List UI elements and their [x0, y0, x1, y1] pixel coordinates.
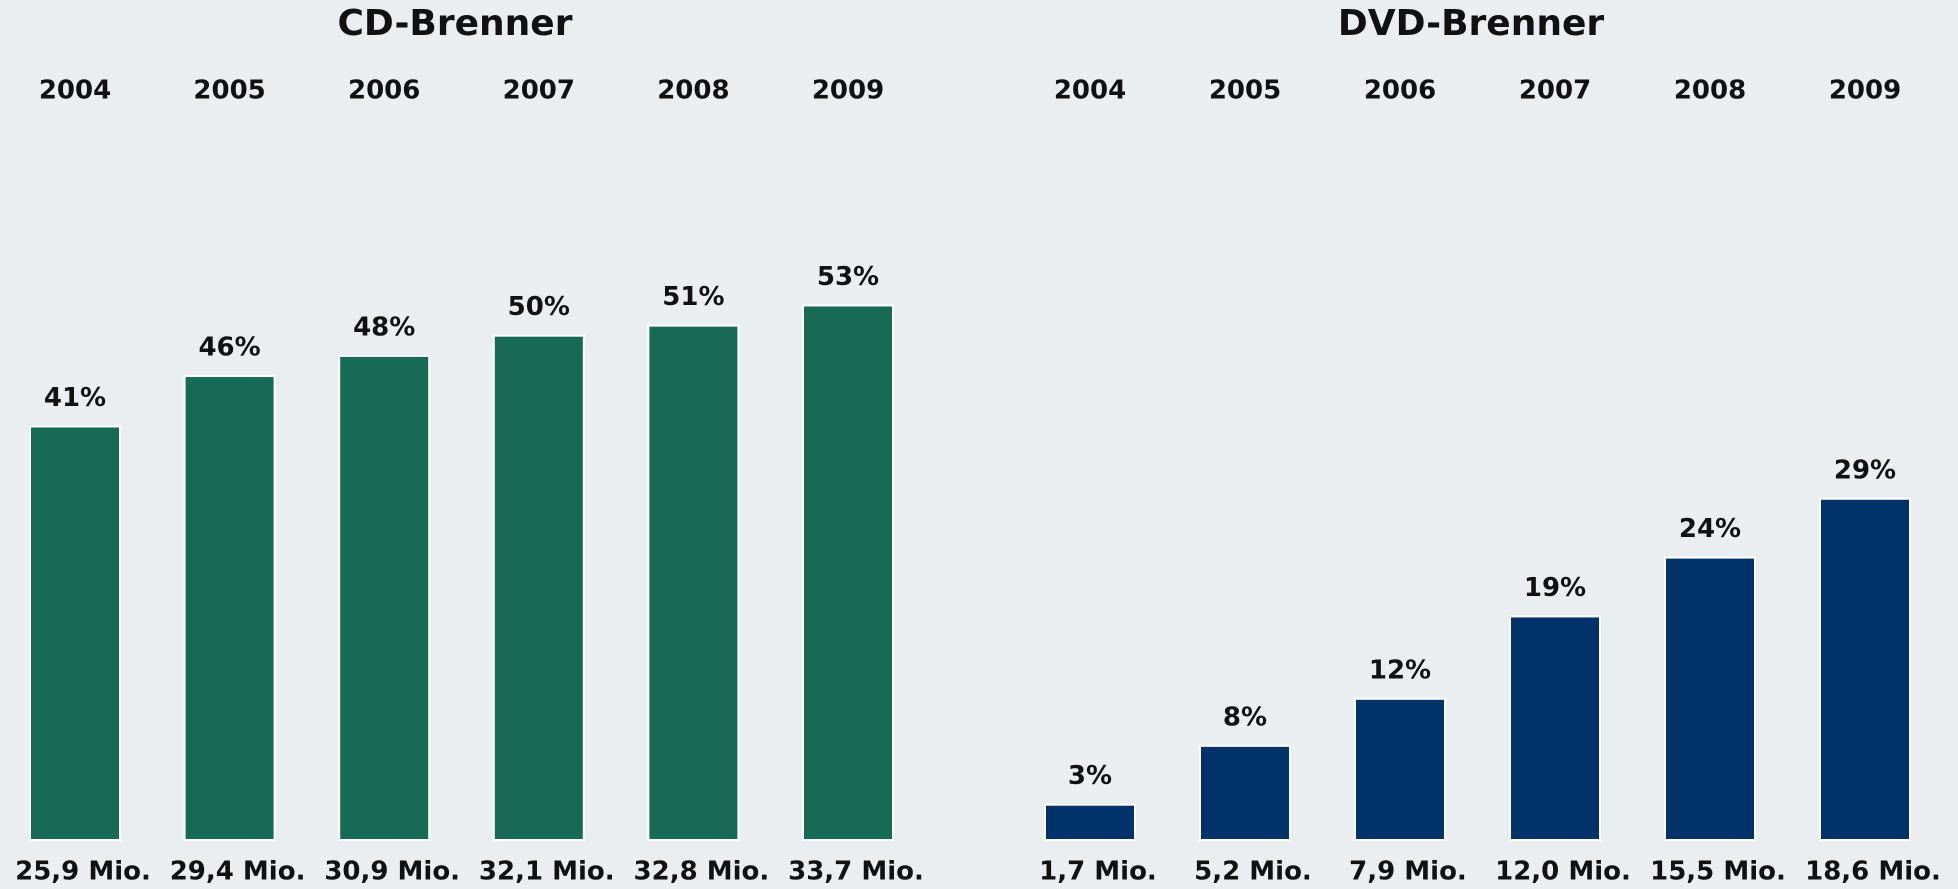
data-label: 8% [1223, 702, 1267, 732]
data-label: 46% [198, 333, 260, 363]
x-tick-label: 2004 [39, 76, 111, 106]
data-label: 50% [508, 292, 570, 322]
bar [647, 324, 740, 841]
sales-label: 7,9 Mio. [1349, 857, 1467, 887]
bar [1354, 697, 1446, 841]
bar [1819, 497, 1911, 841]
chart-title: CD-Brenner [338, 3, 573, 44]
data-label: 19% [1524, 573, 1586, 603]
data-label: 53% [817, 262, 879, 292]
sales-label: 29,4 Mio. [170, 857, 306, 887]
bar [1664, 556, 1756, 841]
sales-label: 1,7 Mio. [1039, 857, 1157, 887]
data-label: 41% [44, 383, 106, 413]
sales-label: 32,8 Mio. [634, 857, 770, 887]
bar [1509, 615, 1601, 842]
bar [1044, 803, 1136, 842]
chart-title: DVD-Brenner [1338, 3, 1605, 44]
x-tick-label: 2007 [503, 76, 575, 106]
x-tick-label: 2004 [1054, 76, 1126, 106]
x-tick-label: 2009 [1829, 76, 1901, 106]
x-tick-label: 2008 [657, 76, 729, 106]
x-tick-label: 2006 [1364, 76, 1436, 106]
sales-label: 30,9 Mio. [324, 857, 460, 887]
sales-label: 5,2 Mio. [1194, 857, 1312, 887]
data-label: 29% [1834, 455, 1896, 485]
sales-label: 18,6 Mio. [1805, 857, 1941, 887]
x-tick-label: 2008 [1674, 76, 1746, 106]
bar [29, 425, 121, 841]
x-tick-label: 2006 [348, 76, 420, 106]
data-label: 48% [353, 312, 415, 342]
x-tick-label: 2007 [1519, 76, 1591, 106]
data-label: 51% [662, 282, 724, 312]
sales-label: 32,1 Mio. [479, 857, 615, 887]
sales-label: 15,5 Mio. [1650, 857, 1786, 887]
x-tick-label: 2005 [1209, 76, 1281, 106]
bar [492, 334, 585, 841]
data-label: 24% [1679, 514, 1741, 544]
sales-label: 12,0 Mio. [1495, 857, 1631, 887]
sales-label: 25,9 Mio. [15, 857, 151, 887]
bar [338, 354, 431, 841]
bar [1199, 744, 1291, 841]
bar [802, 304, 894, 841]
data-label: 12% [1369, 655, 1431, 685]
x-tick-label: 2009 [812, 76, 884, 106]
x-tick-label: 2005 [193, 76, 265, 106]
data-label: 3% [1068, 761, 1112, 791]
bar [183, 375, 276, 841]
sales-label: 33,7 Mio. [788, 857, 924, 887]
